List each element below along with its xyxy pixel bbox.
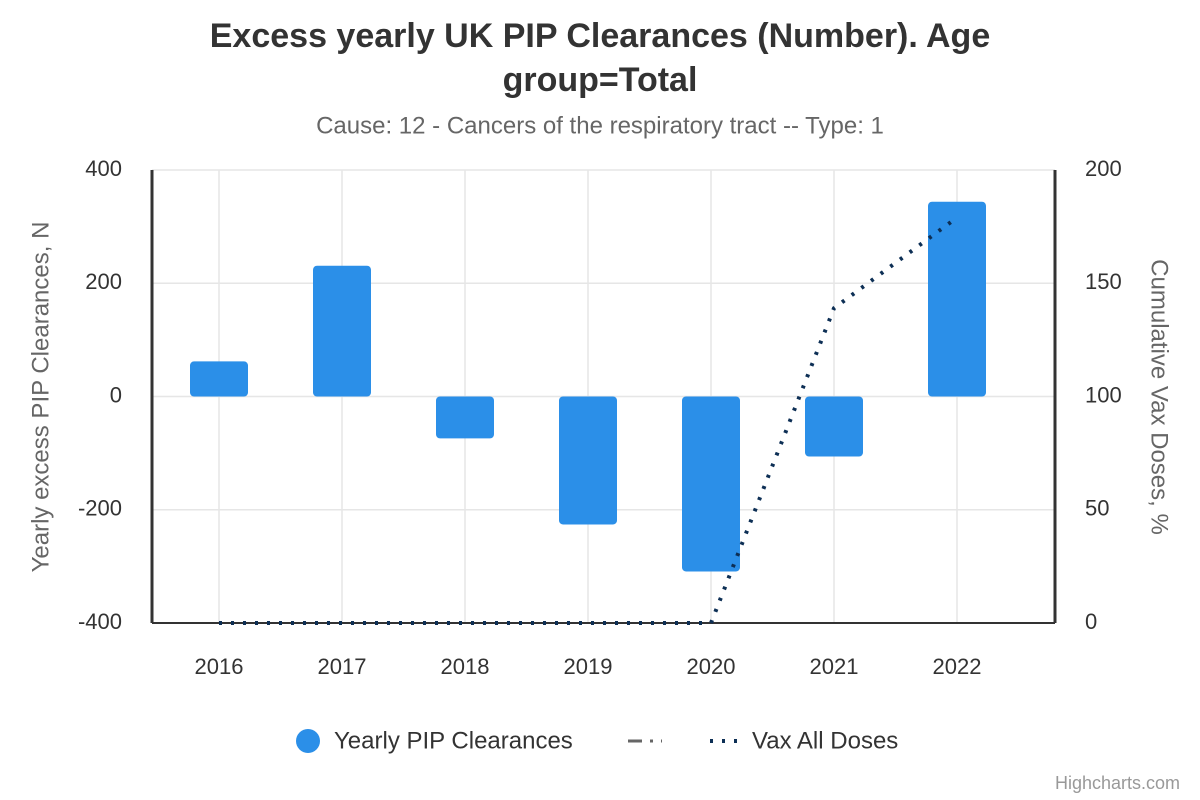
y2-tick-label: 200 xyxy=(1085,156,1122,181)
x-tick-label: 2017 xyxy=(318,654,367,679)
x-tick-label: 2022 xyxy=(933,654,982,679)
x-tick-label: 2016 xyxy=(195,654,244,679)
legend: Yearly PIP Clearances Vax All Doses xyxy=(296,727,898,754)
bar xyxy=(313,265,371,397)
line xyxy=(219,215,959,625)
y-tick-label: 400 xyxy=(85,156,122,181)
y-tick-label: 0 xyxy=(110,382,122,407)
legend-label[interactable]: Yearly PIP Clearances xyxy=(334,727,573,754)
chart-subtitle: Cause: 12 - Cancers of the respiratory t… xyxy=(316,112,884,139)
x-tick-label: 2020 xyxy=(687,654,736,679)
credits: Highcharts.com xyxy=(1055,773,1180,793)
y-tick-label: -200 xyxy=(78,496,122,521)
legend-label[interactable]: Vax All Doses xyxy=(752,727,898,754)
bar xyxy=(190,361,248,397)
x-tick-label: 2019 xyxy=(564,654,613,679)
y-tick-label: 200 xyxy=(85,269,122,294)
y-tick-label: -400 xyxy=(78,609,122,634)
bar xyxy=(682,396,740,572)
x-tick-label: 2018 xyxy=(441,654,490,679)
bar xyxy=(559,396,617,525)
legend-symbol xyxy=(296,729,320,753)
chart-title: Excess yearly UK PIP Clearances (Number)… xyxy=(210,17,991,99)
y2-tick-label: 50 xyxy=(1085,496,1109,521)
bar xyxy=(805,396,863,457)
bar xyxy=(436,396,494,439)
y2-tick-label: 0 xyxy=(1085,609,1097,634)
y-axis-label: Yearly excess PIP Clearances, N xyxy=(27,222,54,573)
x-tick-label: 2021 xyxy=(810,654,859,679)
bar xyxy=(928,201,986,397)
y2-axis-label: Cumulative Vax Doses, % xyxy=(1146,259,1173,535)
y2-tick-label: 100 xyxy=(1085,382,1122,407)
y2-tick-label: 150 xyxy=(1085,269,1122,294)
